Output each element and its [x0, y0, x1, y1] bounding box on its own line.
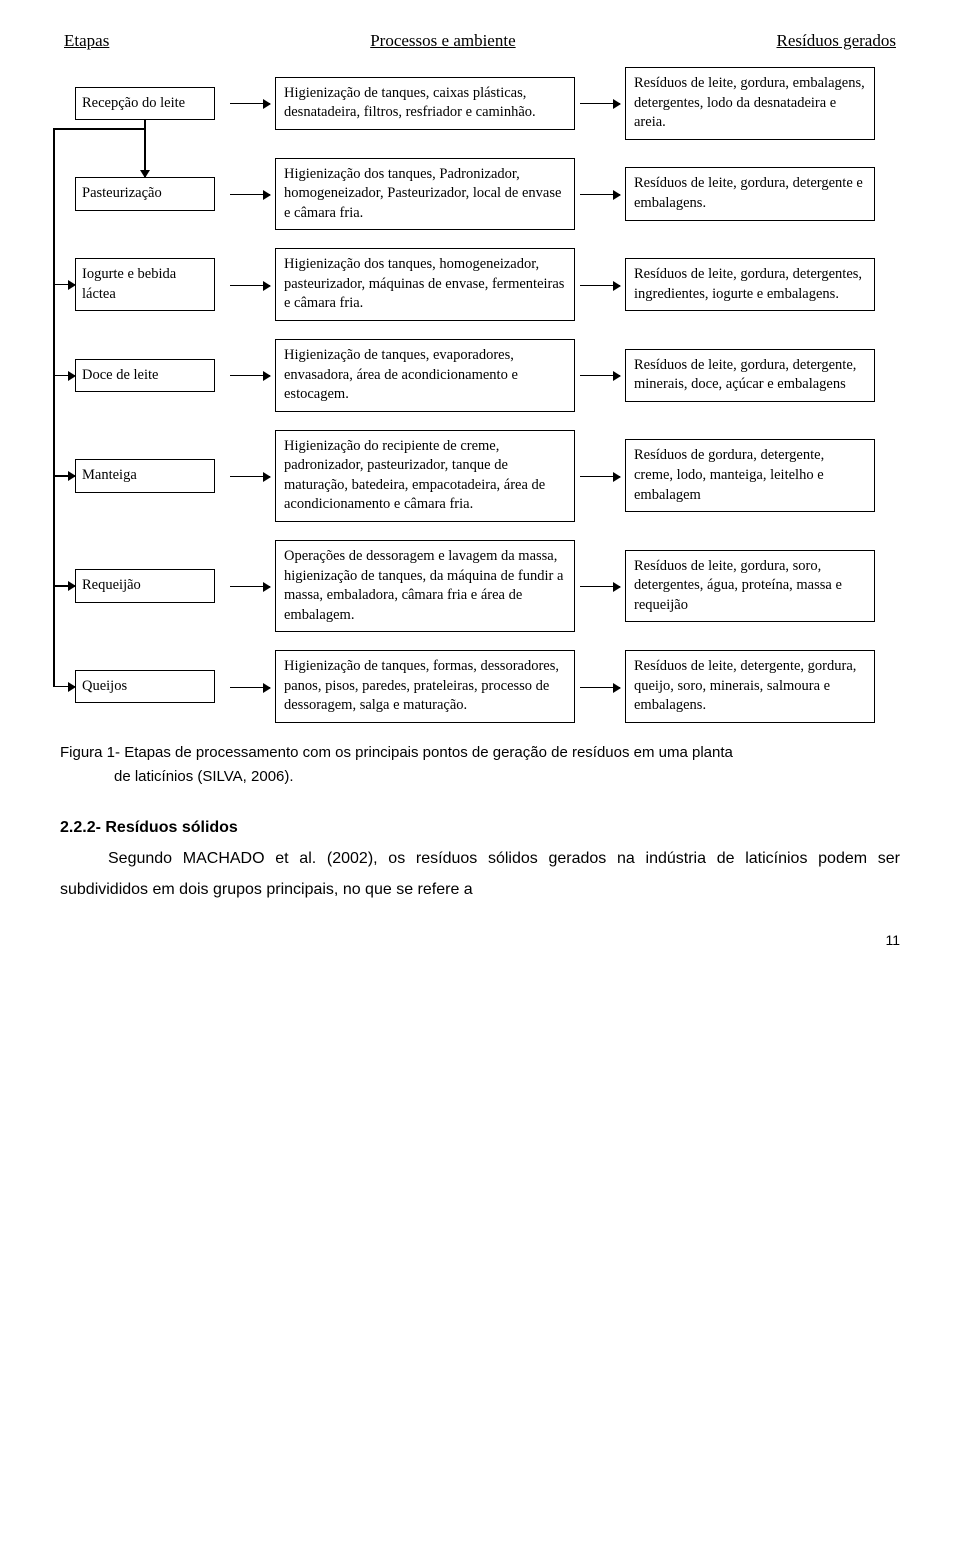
flow-row: Iogurte e bebida láctea Higienização dos…: [60, 248, 900, 321]
flow-trunk-line: [53, 128, 55, 686]
residue-box: Resíduos de leite, gordura, detergente e…: [625, 167, 875, 220]
header-processes: Processos e ambiente: [370, 30, 515, 53]
arrow-right-icon: [53, 375, 75, 377]
caption-line2: de laticínios (SILVA, 2006).: [114, 768, 294, 785]
stage-box: Recepção do leite: [75, 87, 215, 121]
arrow-right-icon: [230, 194, 270, 195]
residue-box: Resíduos de leite, gordura, embalagens, …: [625, 67, 875, 140]
stage-box: Requeijão: [75, 569, 215, 603]
arrow-right-icon: [230, 375, 270, 376]
arrow-right-icon: [230, 586, 270, 587]
flow-row: Doce de leite Higienização de tanques, e…: [60, 339, 900, 412]
caption-line1: Figura 1- Etapas de processamento com os…: [60, 744, 733, 761]
arrow-right-icon: [580, 103, 620, 104]
flowchart: Recepção do leite Higienização de tanque…: [60, 67, 900, 723]
residue-box: Resíduos de leite, detergente, gordura, …: [625, 650, 875, 723]
arrow-right-icon: [580, 586, 620, 587]
arrow-right-icon: [580, 285, 620, 286]
flow-row: Recepção do leite Higienização de tanque…: [60, 67, 900, 140]
stage-box: Iogurte e bebida láctea: [75, 258, 215, 311]
body-paragraph: Segundo MACHADO et al. (2002), os resídu…: [60, 844, 900, 905]
section-heading: 2.2.2- Resíduos sólidos: [60, 817, 900, 839]
arrow-right-icon: [53, 284, 75, 286]
residue-box: Resíduos de leite, gordura, detergente, …: [625, 349, 875, 402]
arrow-right-icon: [53, 585, 75, 587]
arrow-right-icon: [230, 687, 270, 688]
arrow-right-icon: [580, 476, 620, 477]
arrow-right-icon: [230, 476, 270, 477]
stage-box: Doce de leite: [75, 359, 215, 393]
flow-row: Manteiga Higienização do recipiente de c…: [60, 430, 900, 522]
process-box: Higienização de tanques, caixas plástica…: [275, 77, 575, 130]
residue-box: Resíduos de gordura, detergente, creme, …: [625, 439, 875, 512]
process-box: Operações de dessoragem e lavagem da mas…: [275, 540, 575, 632]
process-box: Higienização de tanques, evaporadores, e…: [275, 339, 575, 412]
process-box: Higienização dos tanques, Padronizador, …: [275, 158, 575, 231]
connector-line: [53, 128, 145, 130]
arrow-right-icon: [580, 687, 620, 688]
header-stages: Etapas: [64, 30, 109, 53]
stage-box: Queijos: [75, 670, 215, 704]
residue-box: Resíduos de leite, gordura, detergentes,…: [625, 258, 875, 311]
header-residues: Resíduos gerados: [777, 30, 896, 53]
figure-caption: Figura 1- Etapas de processamento com os…: [60, 741, 900, 789]
stage-box: Pasteurização: [75, 177, 215, 211]
process-box: Higienização dos tanques, homogeneizador…: [275, 248, 575, 321]
arrow-right-icon: [580, 375, 620, 376]
page-number: 11: [60, 931, 900, 950]
column-headers: Etapas Processos e ambiente Resíduos ger…: [60, 30, 900, 53]
arrow-right-icon: [230, 285, 270, 286]
arrow-right-icon: [230, 103, 270, 104]
residue-box: Resíduos de leite, gordura, soro, deterg…: [625, 550, 875, 623]
flow-row: Requeijão Operações de dessoragem e lava…: [60, 540, 900, 632]
stage-box: Manteiga: [75, 459, 215, 493]
arrow-right-icon: [580, 194, 620, 195]
arrow-right-icon: [53, 686, 75, 688]
process-box: Higienização do recipiente de creme, pad…: [275, 430, 575, 522]
flow-row: Pasteurização Higienização dos tanques, …: [60, 158, 900, 231]
arrow-right-icon: [53, 475, 75, 477]
flow-row: Queijos Higienização de tanques, formas,…: [60, 650, 900, 723]
process-box: Higienização de tanques, formas, dessora…: [275, 650, 575, 723]
